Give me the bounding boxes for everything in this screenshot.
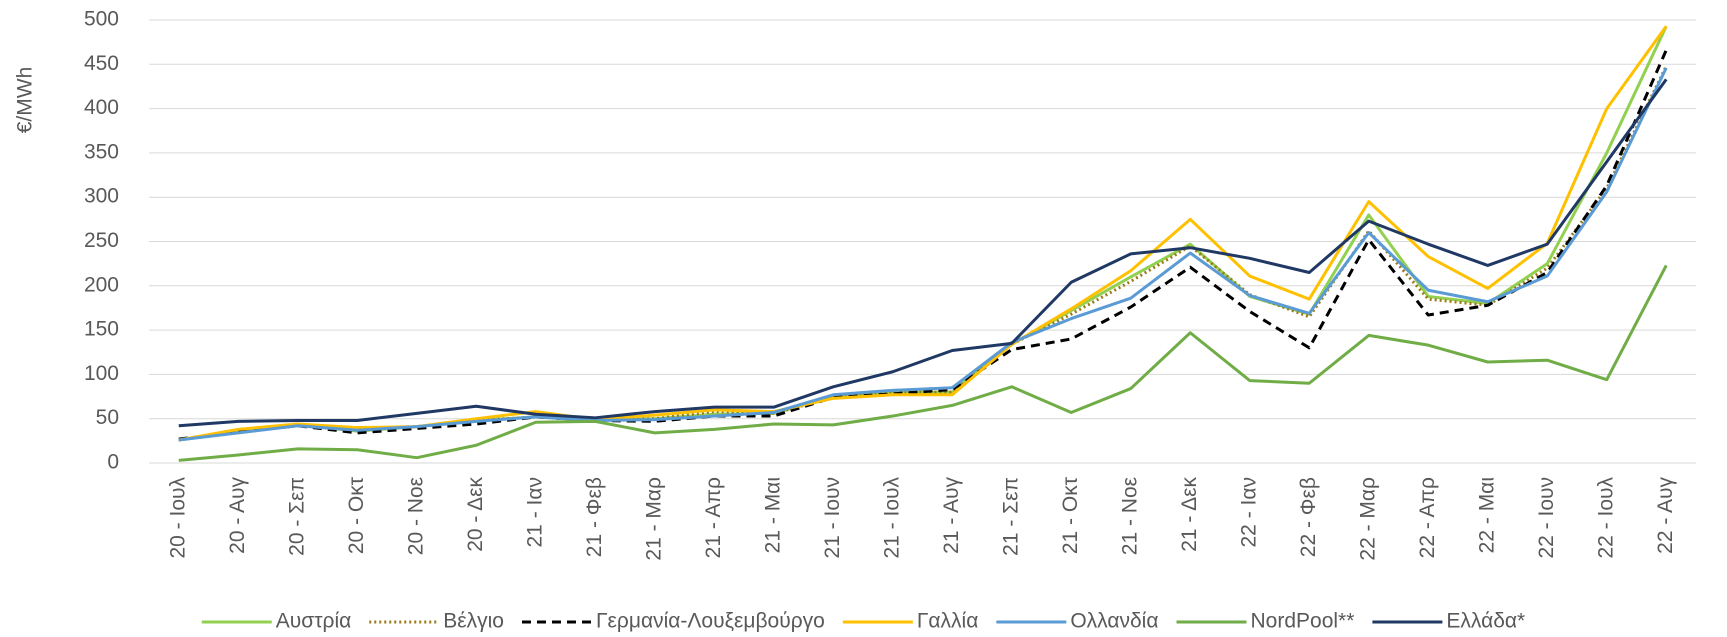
series-line [178,25,1668,442]
x-tick-label: 22 - Απρ [1416,477,1439,558]
legend-label: NordPool** [1250,610,1354,633]
y-tick-label: 500 [84,8,119,31]
x-tick-label: 20 - Ιουλ [166,477,189,559]
x-tick-label: 21 - Ιαν [523,477,546,548]
y-tick-label: 250 [84,229,119,252]
x-tick-label: 21 - Σεπ [999,477,1022,556]
y-tick-label: 400 [84,96,119,119]
x-tick-label: 22 - Μαι [1475,477,1498,554]
x-tick-label: 21 - Μαι [761,477,784,554]
legend-label: Βέλγιο [443,610,504,633]
x-tick-label: 21 - Ιουν [821,477,844,559]
legend-label: Ελλάδα* [1446,610,1525,633]
x-tick-label: 22 - Ιουν [1535,477,1558,559]
y-tick-label: 450 [84,52,119,75]
x-tick-label: 21 - Μαρ [642,477,665,561]
series-line [178,67,1668,442]
x-tick-label: 21 - Δεκ [1178,477,1201,552]
x-tick-label: 21 - Ιουλ [880,477,903,559]
y-tick-label: 350 [84,140,119,163]
x-tick-label: 20 - Δεκ [464,477,487,552]
legend: Αυστρία Βέλγιο Γερμανία-Λουξεμβούργο Γαλλία… [201,610,1525,633]
series-line [178,25,1668,442]
x-tick-label: 21 - Οκτ [1059,476,1082,554]
x-tick-label: 20 - Αυγ [226,477,249,554]
series-line [178,78,1668,428]
series-line [178,264,1668,462]
y-tick-label: 50 [96,406,119,429]
y-tick-label: 150 [84,318,119,341]
x-tick-label: 21 - Αυγ [940,477,963,554]
y-tick-label: 0 [107,451,119,474]
x-tick-label: 20 - Σεπ [285,477,308,556]
legend-label: Αυστρία [276,610,352,633]
x-tick-label: 21 - Νοε [1118,477,1141,555]
x-tick-label: 22 - Ιουλ [1594,477,1617,559]
x-tick-label: 22 - Αυγ [1654,477,1677,554]
x-tick-label: 22 - Μαρ [1356,477,1379,561]
y-axis-label: €/MWh [14,67,37,134]
y-tick-label: 300 [84,185,119,208]
x-tick-label: 21 - Φεβ [583,477,606,557]
legend-label: Ολλανδία [1070,610,1158,633]
x-tick-label: 22 - Φεβ [1297,477,1320,557]
x-tick-label: 21 - Απρ [702,477,725,558]
series-line [178,49,1668,441]
x-tick-label: 22 - Ιαν [1237,477,1260,548]
legend-label: Γαλλία [917,610,979,633]
series-line [178,65,1668,442]
legend-label: Γερμανία-Λουξεμβούργο [596,610,825,633]
x-tick-label: 20 - Οκτ [345,476,368,554]
x-tick-label: 20 - Νοε [404,477,427,555]
y-tick-label: 100 [84,362,119,385]
y-tick-label: 200 [84,273,119,296]
